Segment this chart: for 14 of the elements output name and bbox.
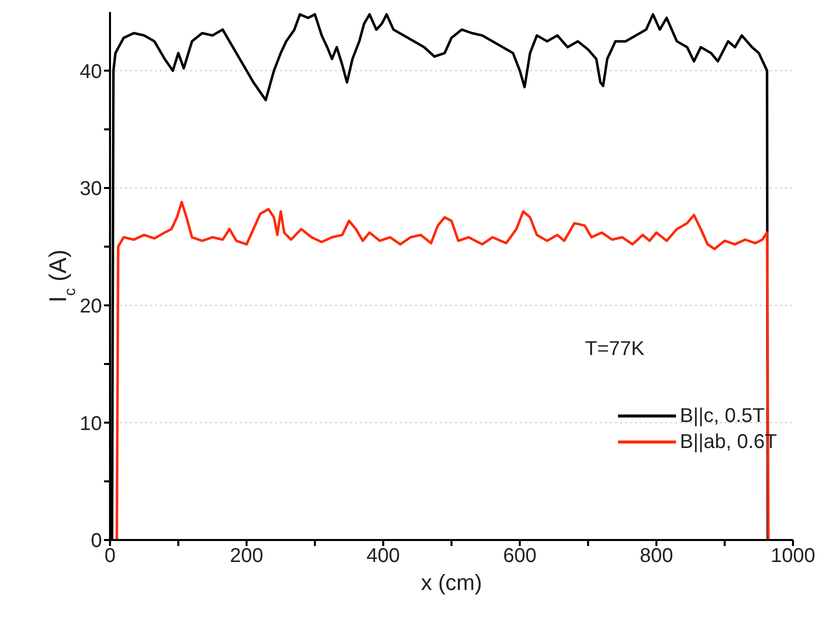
y-tick-label: 40 (80, 60, 102, 83)
y-tick-label: 10 (80, 412, 102, 435)
x-tick-label: 1000 (770, 545, 816, 568)
legend-label: B||c, 0.5T (680, 404, 765, 429)
x-tick-label: 0 (104, 545, 116, 568)
x-tick-label: 600 (503, 545, 536, 568)
x-axis-title: x (cm) (420, 570, 482, 595)
y-tick-label: 0 (90, 530, 102, 552)
x-tick-label: 800 (640, 545, 674, 568)
y-tick-label: 30 (80, 178, 102, 200)
x-tick-label: 400 (366, 545, 400, 568)
annotation: T=77K (585, 338, 644, 361)
y-tick-label: 20 (80, 295, 102, 318)
x-tick-label: 200 (230, 545, 264, 568)
